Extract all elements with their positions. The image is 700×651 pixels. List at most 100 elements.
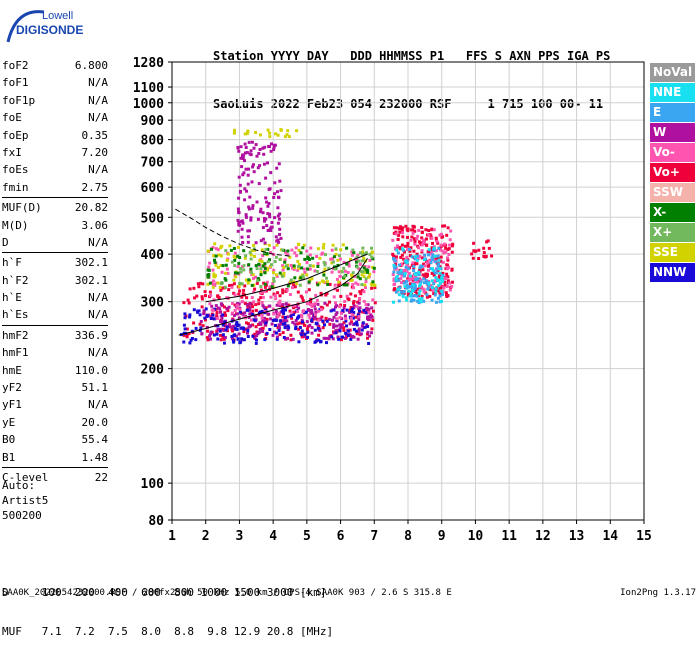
echo-point xyxy=(223,320,227,324)
echo-point xyxy=(296,259,300,263)
echo-point xyxy=(420,231,424,234)
echo-point xyxy=(221,313,225,317)
echo-point xyxy=(221,323,225,327)
echo-point xyxy=(222,328,226,332)
echo-point xyxy=(231,302,234,305)
echo-point xyxy=(185,333,189,337)
echo-point xyxy=(216,265,220,269)
echo-point xyxy=(202,309,206,313)
echo-point xyxy=(332,323,336,327)
echo-point xyxy=(255,330,259,334)
echo-point xyxy=(199,320,203,323)
echo-point xyxy=(334,331,338,335)
echo-point xyxy=(244,215,248,219)
echo-point xyxy=(437,246,441,250)
echo-point xyxy=(232,247,236,250)
echo-point xyxy=(418,268,421,272)
echo-point xyxy=(248,308,251,312)
echo-point xyxy=(334,324,338,328)
echo-point xyxy=(323,323,326,327)
version-label: Ion2Png 1.3.17 xyxy=(620,588,696,598)
echo-point xyxy=(330,270,334,274)
echo-point xyxy=(188,315,192,319)
echo-point xyxy=(273,330,277,334)
echo-point xyxy=(408,254,412,258)
echo-point xyxy=(238,183,242,187)
echo-point xyxy=(209,315,213,319)
echo-point xyxy=(240,227,244,231)
echo-point xyxy=(411,279,415,283)
echo-point xyxy=(272,279,276,283)
echo-point xyxy=(230,325,234,329)
echo-point xyxy=(347,298,351,301)
echo-point xyxy=(258,321,262,325)
echo-point xyxy=(249,318,253,322)
echo-point xyxy=(224,285,227,289)
echo-point xyxy=(263,271,267,275)
echo-point xyxy=(188,313,192,317)
echo-point xyxy=(262,305,266,309)
echo-point xyxy=(325,303,329,307)
echo-point xyxy=(412,265,416,269)
echo-point xyxy=(248,306,252,310)
echo-point xyxy=(355,332,359,336)
echo-point xyxy=(411,261,415,265)
echo-point xyxy=(216,324,220,328)
echo-point xyxy=(401,231,404,235)
echo-point xyxy=(246,235,250,239)
echo-point xyxy=(363,310,367,314)
x-tick-label: 6 xyxy=(337,529,345,544)
echo-point xyxy=(264,321,268,325)
echo-point xyxy=(442,250,446,254)
x-tick-label: 1 xyxy=(168,529,176,544)
y-tick-label: 500 xyxy=(141,211,165,226)
echo-point xyxy=(286,315,290,319)
echo-point xyxy=(238,223,242,227)
echo-point xyxy=(436,278,440,282)
echo-point xyxy=(443,283,447,287)
echo-point xyxy=(437,276,441,280)
echo-point xyxy=(482,251,486,255)
echo-point xyxy=(438,294,442,298)
echo-point xyxy=(402,257,406,261)
echo-point xyxy=(241,292,245,296)
echo-point xyxy=(198,322,202,326)
echo-point xyxy=(303,271,307,274)
echo-point xyxy=(261,146,265,150)
echo-point xyxy=(292,267,296,271)
echo-point xyxy=(249,324,253,328)
echo-point xyxy=(337,337,341,341)
echo-point xyxy=(352,311,356,314)
scaled-parameters-panel: foF2 6.800 foF1 N/A foF1p N/A foE N/A foEp 0.35 fx… xyxy=(2,57,108,486)
echo-point xyxy=(268,328,272,331)
echo-point xyxy=(334,301,337,305)
echo-point xyxy=(408,249,412,253)
echo-point xyxy=(282,336,286,339)
echo-point xyxy=(413,242,417,246)
echo-point xyxy=(223,336,227,339)
echo-point xyxy=(332,325,336,329)
echo-point xyxy=(211,285,215,289)
echo-point xyxy=(232,131,236,135)
echo-point xyxy=(397,293,401,297)
echo-point xyxy=(425,243,429,247)
echo-point xyxy=(443,224,447,228)
echo-point xyxy=(258,148,262,151)
echo-point xyxy=(245,296,249,300)
echo-point xyxy=(233,303,237,307)
echo-point xyxy=(256,279,260,283)
echo-point xyxy=(252,290,256,294)
echo-point xyxy=(209,337,213,341)
echo-point xyxy=(296,322,300,326)
echo-point xyxy=(427,284,431,288)
echo-point xyxy=(242,288,246,292)
echo-point xyxy=(415,287,419,291)
echo-point xyxy=(276,315,280,318)
echo-point xyxy=(213,258,216,262)
echo-point xyxy=(189,338,193,342)
echo-point xyxy=(254,241,258,245)
echo-point xyxy=(307,280,311,284)
echo-point xyxy=(361,270,365,274)
echo-point xyxy=(285,319,289,323)
x-tick-label: 13 xyxy=(569,529,585,544)
